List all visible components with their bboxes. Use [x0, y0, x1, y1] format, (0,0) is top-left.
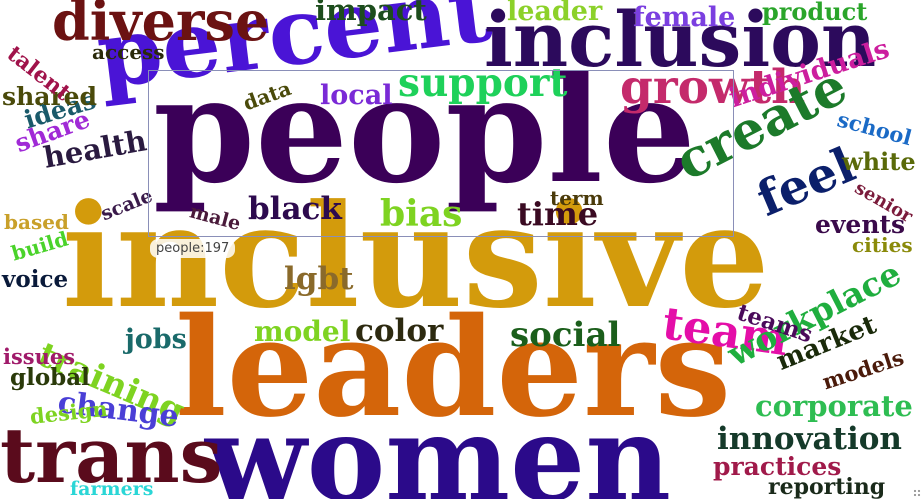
word-term[interactable]: term — [550, 186, 604, 210]
word-lgbt[interactable]: lgbt — [284, 261, 354, 297]
word-innovation[interactable]: innovation — [717, 421, 902, 457]
word-local[interactable]: local — [320, 80, 393, 111]
word-issues[interactable]: issues — [3, 344, 76, 369]
word-school[interactable]: school — [834, 106, 915, 151]
word-inclusion[interactable]: inclusion — [484, 0, 877, 84]
word-product[interactable]: product — [762, 0, 868, 26]
word-trans[interactable]: trans — [0, 411, 223, 499]
word-jobs[interactable]: jobs — [125, 324, 187, 355]
word-access[interactable]: access — [92, 40, 165, 64]
word-cities[interactable]: cities — [852, 233, 913, 257]
word-color[interactable]: color — [355, 313, 444, 349]
word-tooltip: people:197 — [150, 239, 236, 258]
word-diverse[interactable]: diverse — [52, 0, 270, 53]
word-model[interactable]: model — [254, 315, 351, 348]
word-voice[interactable]: voice — [2, 266, 69, 293]
word-events[interactable]: events — [815, 210, 906, 239]
word-farmers[interactable]: farmers — [70, 478, 154, 499]
word-shared[interactable]: shared — [2, 82, 98, 111]
word-leader[interactable]: leader — [507, 0, 603, 27]
word-impact[interactable]: impact — [315, 0, 427, 27]
word-social[interactable]: social — [510, 315, 621, 355]
word-corporate[interactable]: corporate — [755, 389, 913, 423]
word-reporting[interactable]: reporting — [768, 474, 886, 499]
word-global[interactable]: global — [10, 364, 90, 391]
hover-highlight-box — [148, 70, 734, 237]
word-female[interactable]: female — [633, 2, 736, 33]
word-white[interactable]: white — [842, 147, 916, 176]
word-practices[interactable]: practices — [713, 452, 842, 481]
word-black[interactable]: black — [248, 191, 342, 227]
word-growth[interactable]: growth — [620, 60, 806, 115]
word-women[interactable]: women — [205, 389, 672, 499]
word-people[interactable]: people — [153, 45, 696, 216]
word-based[interactable]: based — [4, 210, 69, 234]
resize-grip-icon[interactable] — [913, 489, 921, 497]
word-leaders[interactable]: leaders — [175, 288, 732, 448]
word-bias[interactable]: bias — [380, 193, 463, 235]
word-time[interactable]: time — [517, 195, 599, 233]
